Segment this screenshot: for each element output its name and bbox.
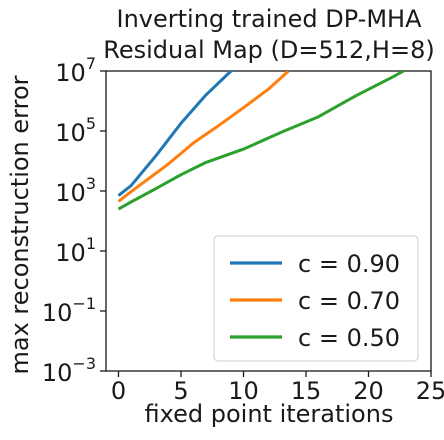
y-tick-label: 107 [55, 54, 96, 87]
legend-label-c070: c = 0.70 [298, 287, 400, 315]
x-tick-label: 5 [173, 377, 188, 405]
x-tick-label: 25 [416, 377, 444, 405]
y-tick-label: 105 [55, 114, 96, 147]
tick-layer: 0 5 10 15 20 25 10−3 10−1 101 103 105 107 [42, 54, 444, 405]
series-line-1 [117, 71, 290, 203]
chart-title-line1: Inverting trained DP-MHA [116, 5, 422, 33]
x-tick-label: 0 [111, 377, 126, 405]
x-tick-label: 10 [228, 377, 259, 405]
legend: c = 0.90 c = 0.70 c = 0.50 [213, 235, 419, 362]
y-tick-label: 10−1 [42, 294, 96, 327]
y-tick-label: 10−3 [42, 354, 96, 387]
series-line-2 [117, 71, 405, 211]
y-axis-label: max reconstruction error [6, 75, 34, 374]
legend-label-c090: c = 0.90 [298, 250, 400, 278]
y-tick-label: 101 [55, 234, 96, 267]
series-line-0 [117, 71, 234, 197]
x-axis-label: fixed point iterations [145, 400, 394, 428]
legend-box [213, 235, 419, 362]
chart-title-line2: Residual Map (D=512,H=8) [103, 36, 434, 64]
series-layer [117, 71, 405, 211]
x-tick-label: 20 [353, 377, 384, 405]
y-tick-label: 103 [55, 174, 96, 207]
plot-area [105, 70, 432, 372]
legend-label-c050: c = 0.50 [298, 324, 400, 352]
x-tick-label: 15 [291, 377, 322, 405]
